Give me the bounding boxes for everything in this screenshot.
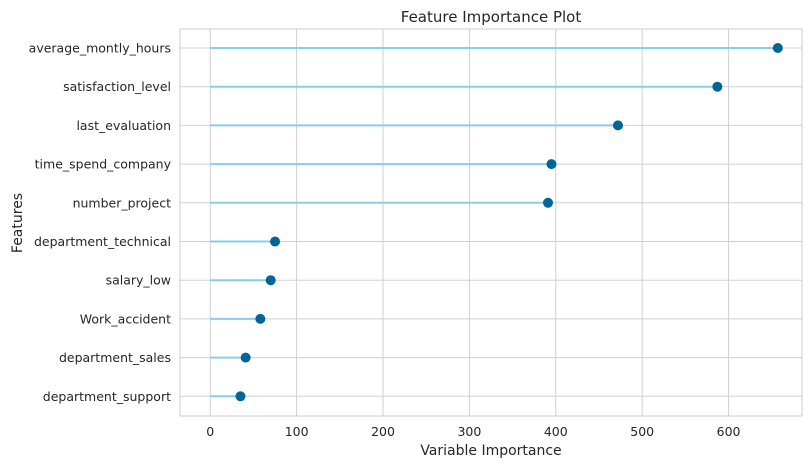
y-tick-label: time_spend_company bbox=[35, 157, 172, 172]
plot-frame bbox=[179, 28, 803, 417]
x-tick-labels: 0 100 200 300 400 500 600 bbox=[206, 424, 740, 439]
markers-group bbox=[235, 43, 783, 402]
marker-average_montly_hours bbox=[772, 43, 783, 53]
x-tick-label: 100 bbox=[285, 424, 309, 439]
stems-group bbox=[210, 47, 778, 398]
x-tick-label: 200 bbox=[371, 424, 395, 439]
y-tick-label: Work_accident bbox=[80, 311, 171, 326]
x-tick-label: 500 bbox=[630, 424, 654, 439]
marker-department_support bbox=[235, 391, 246, 402]
y-axis-title: Features bbox=[10, 193, 26, 253]
y-tick-label: salary_low bbox=[106, 273, 171, 288]
y-tick-label: department_support bbox=[43, 389, 171, 404]
y-tick-label: last_evaluation bbox=[76, 118, 171, 133]
marker-last_evaluation bbox=[612, 120, 623, 131]
x-axis-title: Variable Importance bbox=[420, 443, 561, 459]
x-tick-label: 400 bbox=[544, 424, 568, 439]
marker-time_spend_company bbox=[546, 159, 557, 170]
marker-satisfaction_level bbox=[712, 81, 723, 92]
x-tick-label: 300 bbox=[457, 424, 481, 439]
y-tick-label: number_project bbox=[73, 195, 172, 210]
x-tick-label: 600 bbox=[717, 424, 741, 439]
marker-department_technical bbox=[270, 236, 281, 247]
y-tick-label: average_montly_hours bbox=[29, 41, 171, 56]
marker-Work_accident bbox=[255, 313, 266, 324]
y-tick-label: department_technical bbox=[34, 234, 171, 249]
chart-title: Feature Importance Plot bbox=[401, 8, 582, 26]
marker-number_project bbox=[543, 197, 554, 208]
y-tick-label: satisfaction_level bbox=[63, 79, 171, 94]
marker-salary_low bbox=[265, 275, 276, 286]
y-tick-labels: average_montly_hours satisfaction_levella… bbox=[29, 41, 172, 404]
y-tick-label: department_sales bbox=[59, 350, 171, 365]
x-tick-label: 0 bbox=[206, 424, 214, 439]
marker-department_sales bbox=[240, 352, 251, 363]
